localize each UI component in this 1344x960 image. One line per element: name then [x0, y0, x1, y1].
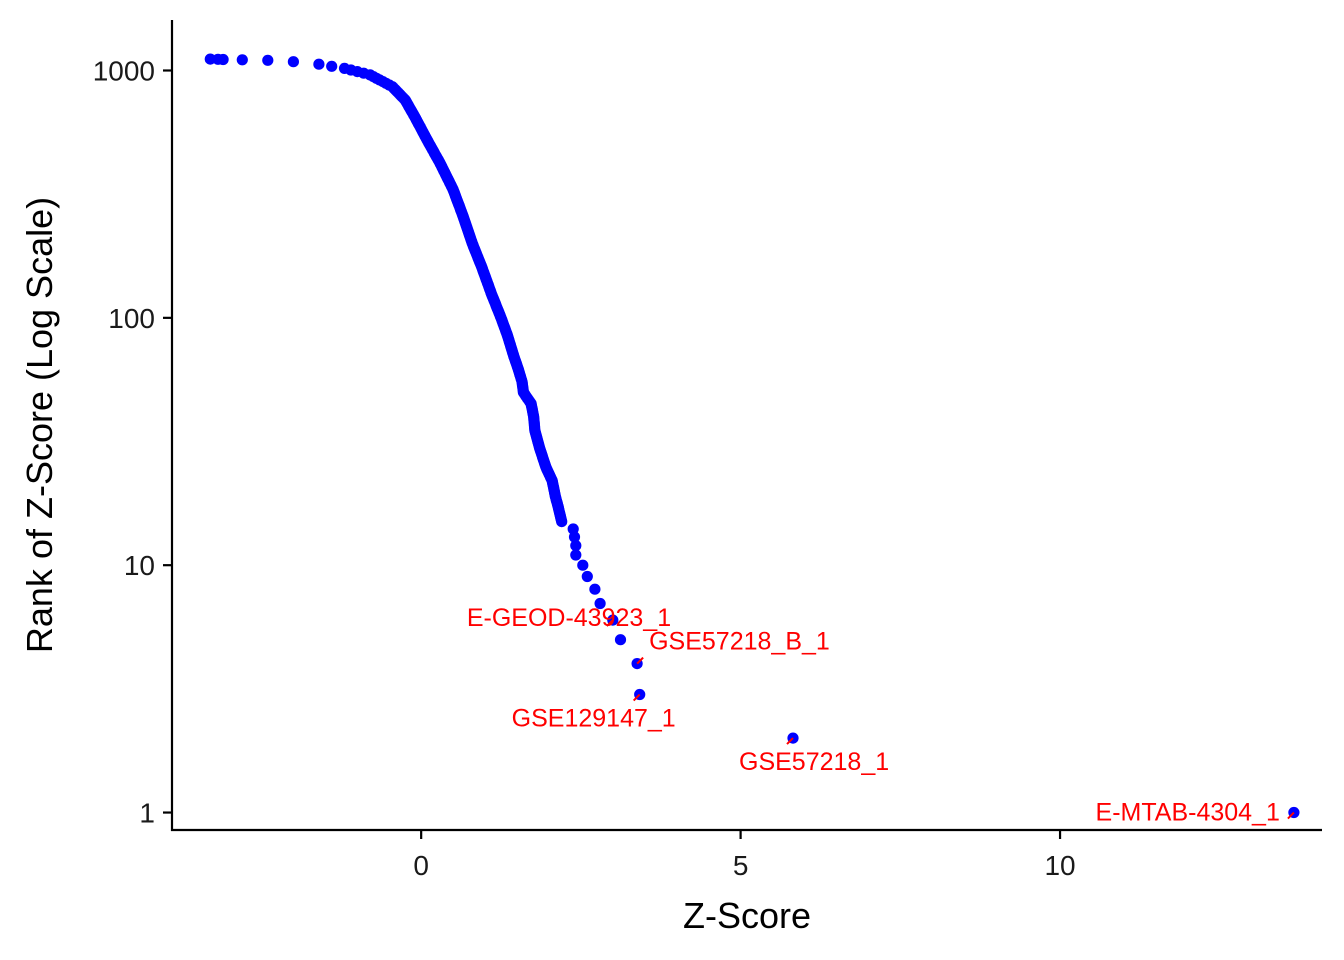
data-points: [204, 53, 1300, 819]
data-point: [570, 549, 582, 561]
label-leader-line: [786, 737, 794, 745]
x-tick-label: 5: [733, 850, 749, 881]
label-leader-line: [636, 656, 644, 665]
data-point: [614, 634, 627, 646]
y-tick-label: 10: [124, 550, 155, 581]
data-point: [589, 583, 601, 595]
data-point: [594, 597, 606, 610]
data-point: [567, 523, 579, 535]
label-leader-line: [1287, 811, 1295, 820]
x-tick-label: 0: [413, 850, 429, 881]
y-axis-title: Rank of Z-Score (Log Scale): [19, 197, 60, 653]
x-tick-label: 10: [1044, 850, 1075, 881]
data-point: [287, 56, 299, 68]
axis-ticks: 0 5 10 1 10 100 1000: [93, 55, 1076, 881]
point-label: E-GEOD-43923_1: [467, 604, 671, 632]
axes: [170, 20, 1322, 832]
data-point: [570, 540, 582, 552]
x-axis-title: Z-Score: [683, 895, 811, 936]
data-point: [326, 60, 338, 72]
data-point: [577, 559, 589, 571]
label-leader-line: [606, 619, 614, 627]
point-label: GSE57218_B_1: [649, 628, 830, 656]
point-label: GSE57218_1: [739, 748, 889, 776]
point-label: E-MTAB-4304_1: [1096, 799, 1280, 827]
label-leader-line: [632, 693, 641, 702]
data-point: [236, 54, 248, 66]
y-tick-label: 1: [139, 798, 155, 829]
point-label: GSE129147_1: [512, 705, 676, 733]
point-labels: E-MTAB-4304_1 GSE57218_1 GSE129147_1 GSE572…: [467, 604, 1295, 827]
y-tick-label: 100: [108, 303, 155, 334]
data-point: [338, 62, 351, 74]
data-point: [313, 58, 325, 70]
data-point: [581, 570, 593, 583]
data-point: [262, 54, 274, 66]
y-tick-label: 1000: [93, 55, 155, 86]
data-point: [204, 53, 216, 65]
